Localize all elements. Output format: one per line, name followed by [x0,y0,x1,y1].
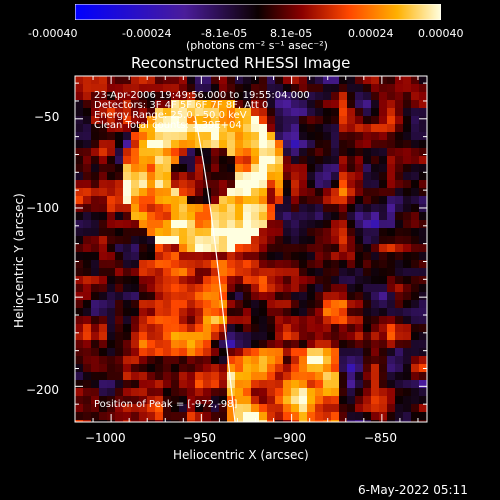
annotation-clean-counts: Clean Total counts: 1.39E+04 [94,120,242,131]
y-tick-label-3: −150 [26,292,59,306]
x-tick-label-1: −1000 [85,431,126,445]
colorbar-tick-4: 8.1e-05 [270,27,313,40]
image-title: Reconstructed RHESSI Image [131,54,351,72]
colorbar-tick-5: 0.00024 [348,27,394,40]
y-axis-label: Heliocentric Y (arcsec) [12,193,26,328]
x-tick-label-4: −850 [364,431,397,445]
colorbar-unit-label: (photons cm⁻² s⁻¹ asec⁻²) [186,39,328,52]
y-ticks [75,82,427,405]
annotation-detectors: Detectors: 3F 4F 5F 6F 7F 8F, Att 0 [94,100,269,111]
y-tick-label-1: −50 [34,110,60,124]
x-axis-label: Heliocentric X (arcsec) [173,448,309,462]
annotation-time-range: 23-Apr-2006 19:49:56.000 to 19:55:04.000 [94,90,310,101]
colorbar-tick-3: -8.1e-05 [201,27,248,40]
colorbar [75,4,441,20]
rhessi-image [75,76,427,422]
timestamp: 6-May-2022 05:11 [358,483,468,497]
y-tick-label-4: −200 [26,383,59,397]
x-ticks [92,76,419,422]
colorbar-gradient [75,4,441,20]
plot-frame [74,75,428,423]
colorbar-tick-1: -0.00040 [28,27,78,40]
solar-limb-line [194,115,236,422]
colorbar-tick-6: 0.00040 [418,27,464,40]
annotation-energy-range: Energy Range: 25.0 - 50.0 keV [94,110,247,121]
x-tick-label-2: −950 [183,431,216,445]
colorbar-tick-2: -0.00024 [122,27,172,40]
x-tick-label-3: −900 [273,431,306,445]
annotation-peak-position: Position of Peak = [-972,-98] [94,399,238,410]
image-pixels [75,76,427,422]
y-tick-label-2: −100 [26,201,59,215]
